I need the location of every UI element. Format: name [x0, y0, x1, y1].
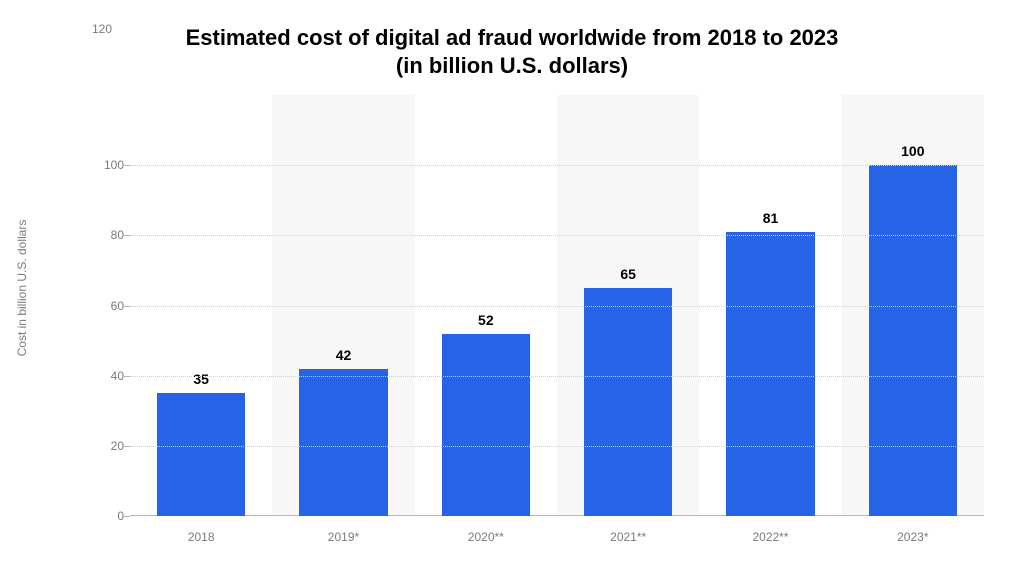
- bar-value-label: 52: [442, 312, 530, 328]
- plot-area: 3542526581100 02040608010020182019*2020*…: [130, 95, 984, 516]
- bar-value-label: 35: [157, 371, 245, 387]
- x-tick-label: 2023*: [842, 530, 984, 544]
- x-tick-label: 2021**: [557, 530, 699, 544]
- bar-value-label: 42: [299, 347, 387, 363]
- bar: 81: [726, 232, 814, 516]
- y-tick-label: 0: [90, 509, 124, 523]
- bar: 65: [584, 288, 672, 516]
- bar: 100: [869, 165, 957, 516]
- y-tick-label: 60: [90, 299, 124, 313]
- bar-value-label: 65: [584, 266, 672, 282]
- bar: 42: [299, 369, 387, 516]
- y-tick-mark: [124, 306, 130, 307]
- bar-value-label: 100: [869, 143, 957, 159]
- y-tick-mark: [124, 165, 130, 166]
- y-tick-label: 80: [90, 228, 124, 242]
- x-tick-label: 2020**: [415, 530, 557, 544]
- chart-title: Estimated cost of digital ad fraud world…: [0, 24, 1024, 79]
- y-tick-label: 20: [90, 439, 124, 453]
- gridline: [130, 165, 984, 166]
- chart-container: 120 Estimated cost of digital ad fraud w…: [0, 0, 1024, 576]
- gridline: [130, 446, 984, 447]
- y-tick-label: 100: [90, 158, 124, 172]
- gridline: [130, 235, 984, 236]
- chart-title-line2: (in billion U.S. dollars): [396, 53, 628, 78]
- y-tick-mark: [124, 516, 130, 517]
- chart-title-line1: Estimated cost of digital ad fraud world…: [186, 25, 839, 50]
- gridline: [130, 306, 984, 307]
- x-tick-label: 2018: [130, 530, 272, 544]
- y-tick-mark: [124, 235, 130, 236]
- bar: 35: [157, 393, 245, 516]
- bar-value-label: 81: [726, 210, 814, 226]
- y-tick-label: 40: [90, 369, 124, 383]
- x-tick-label: 2019*: [272, 530, 414, 544]
- y-tick-mark: [124, 376, 130, 377]
- y-axis-label: Cost in billion U.S. dollars: [15, 220, 29, 357]
- y-tick-mark: [124, 446, 130, 447]
- bar: 52: [442, 334, 530, 516]
- gridline: [130, 376, 984, 377]
- x-tick-label: 2022**: [699, 530, 841, 544]
